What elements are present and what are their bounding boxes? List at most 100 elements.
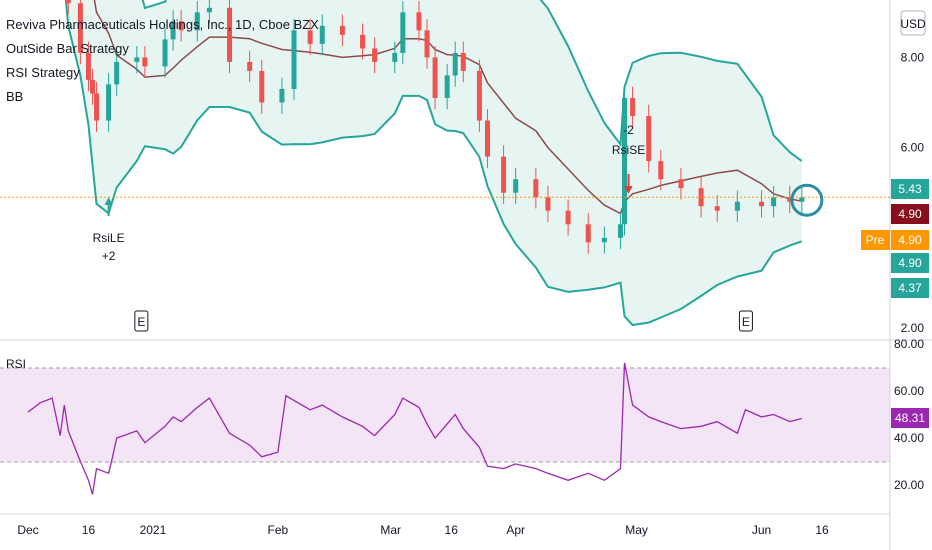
study-rsi-strategy[interactable]: RSI Strategy [6,65,80,80]
strategy-signals: RsiLE +2 -2 RsiSE [93,123,824,263]
time-tick-label: 2021 [140,523,167,537]
pre-value-badge-bg [891,230,929,250]
candle-body [319,25,325,44]
candle-body [291,30,297,89]
candle-body [545,197,551,211]
candle-body [259,70,265,103]
candle-body [162,39,168,67]
candle-body [460,52,466,71]
candle-body [452,52,458,76]
candle-body [360,34,366,49]
candle-body [77,3,83,53]
candle-body [444,75,450,98]
candle-body [170,21,176,40]
price-tick-label: 6.00 [901,141,925,155]
candle-body [134,57,140,62]
candle-body [400,12,406,53]
bb-upper-badge: 5.43 [898,182,922,196]
long-arrow-icon [104,197,113,205]
candle-body [114,61,120,85]
candle-body [565,210,571,225]
candle-body [646,116,652,162]
short-signal-label: RsiSE [612,143,645,157]
time-tick-label: 16 [445,523,459,537]
candle-body [424,30,430,58]
rsi-tick-label: 20.00 [894,478,924,492]
time-tick-label: 16 [815,523,829,537]
candle-body [759,201,765,207]
earnings-marker-label: E [742,315,750,329]
long-signal-label: RsiLE [93,231,125,245]
candle-body [658,161,664,180]
bb-lower-badge-bg [891,278,929,298]
highlight-circle [790,183,824,217]
rsi-pane-label[interactable]: RSI [6,357,26,371]
pre-value-badge: 4.90 [898,233,922,247]
rsi-line [27,362,802,495]
currency-label: USD [900,17,926,31]
time-tick-label: Feb [268,523,289,537]
rsi-tick-label: 40.00 [894,431,924,445]
bb-upper-line [141,0,803,162]
candle-body [617,224,623,238]
currency-button[interactable] [900,10,926,36]
bb-lower-badge: 4.37 [898,281,922,295]
rsi-tick-label: 60.00 [894,384,924,398]
rsi-tick-label: 80.00 [894,337,924,351]
candle-body [585,224,591,243]
time-tick-label: Dec [17,523,38,537]
study-outside-bar[interactable]: OutSide Bar Strategy [6,41,129,56]
candle-body [622,97,628,225]
bb-basis-line [93,0,802,215]
candle-body [142,57,148,67]
candle-body [601,237,607,243]
candle-body [714,206,720,211]
candle-body [227,7,233,62]
axes: 2.004.006.008.0020.0040.0060.0080.00Dec1… [17,50,924,537]
earnings-marker-label: E [137,315,145,329]
candle-body [279,88,285,103]
long-signal-qty: +2 [102,249,116,263]
candle-body [484,120,490,157]
bb-upper-badge-bg [891,179,929,199]
candle-body [787,197,793,202]
candle-body [307,30,313,44]
candle-body [476,70,482,121]
time-tick-label: Apr [506,523,525,537]
pre-tag-bg [861,230,890,250]
rsi-value-badge: 48.31 [895,411,925,425]
candle-body [513,179,519,193]
basis-badge: 4.90 [898,256,922,270]
symbol-title[interactable]: Reviva Pharmaceuticals Holdings, Inc., 1… [6,17,319,32]
close-badge-bg [891,204,929,224]
time-tick-label: Mar [380,523,401,537]
candle-body [106,84,112,121]
candle-body [630,97,636,117]
short-arrow-icon [624,186,633,194]
candle-body [501,156,507,193]
candle-body [94,93,100,121]
earnings-marker-box [134,310,149,332]
price-badges: 5.43 4.90 Pre 4.90 4.90 4.37 48.31 [861,179,929,428]
study-bb[interactable]: BB [6,89,23,104]
short-signal-qty: -2 [623,123,634,137]
candle-body [194,12,200,31]
candle-body [85,52,91,80]
candle-body [392,52,398,62]
candle-body [799,197,805,202]
candle-body [533,179,539,198]
bb-lower-line [64,0,803,327]
candle-body [771,197,777,207]
candle-body [206,7,212,13]
candlesticks [65,0,805,254]
earnings-marker-box [738,310,753,332]
price-tick-label: 2.00 [901,321,925,335]
candle-body [339,25,345,35]
time-tick-label: Jun [752,523,771,537]
candle-body [178,21,184,31]
price-tick-label: 8.00 [901,50,925,64]
candle-body [89,79,95,94]
candle-body [372,48,378,62]
rsi-line-layer [27,362,802,495]
